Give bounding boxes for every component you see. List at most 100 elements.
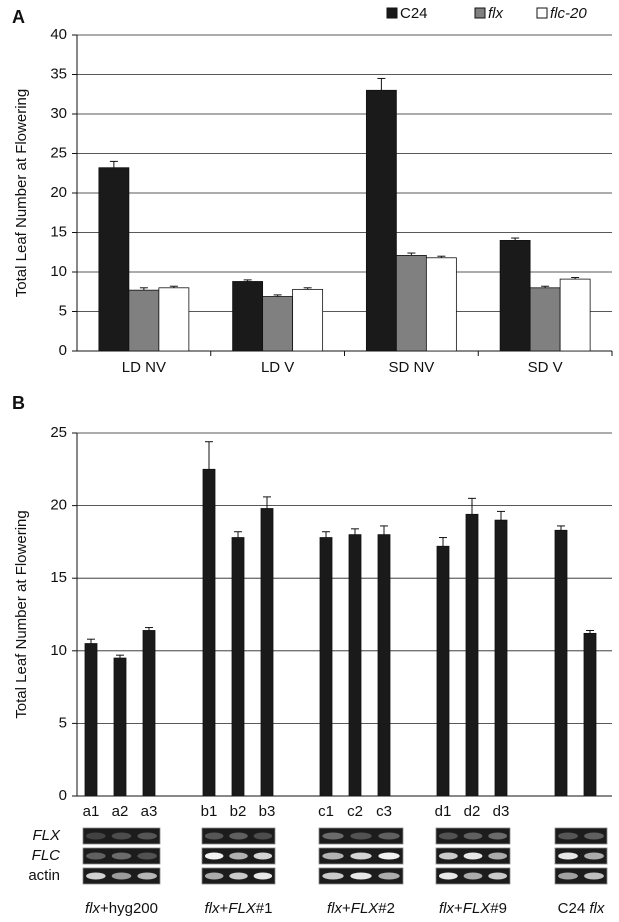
x-tick-label: a3 [141, 803, 158, 820]
x-tick-label: c3 [376, 803, 392, 820]
gel-band [488, 833, 507, 840]
bar [560, 279, 590, 351]
y-axis-label: Total Leaf Number at Flowering [13, 510, 30, 718]
bar [114, 658, 126, 796]
bar [437, 546, 449, 796]
bar [366, 90, 396, 351]
gel-band [86, 833, 106, 840]
gel-band [350, 853, 371, 860]
bar [555, 530, 567, 796]
group-label-part: + [342, 900, 351, 917]
gel-band [378, 833, 399, 840]
gel-band [205, 833, 223, 840]
gel-band [439, 873, 458, 880]
bar [320, 538, 332, 796]
group-label-part: flx [327, 900, 343, 917]
x-tick-label: SD NV [388, 359, 434, 376]
bar [263, 296, 293, 351]
bar [349, 535, 361, 796]
gel-band [112, 873, 132, 880]
legend-swatch [537, 8, 547, 18]
x-tick-label: a1 [83, 803, 100, 820]
bar [129, 290, 159, 351]
bar [293, 289, 323, 351]
gel-band [322, 833, 343, 840]
y-tick-label: 40 [50, 26, 67, 43]
gel-band [488, 853, 507, 860]
x-tick-label: LD V [261, 359, 294, 376]
gel-band [254, 833, 272, 840]
group-label-part: FLX [351, 900, 380, 917]
y-tick-label: 20 [50, 184, 67, 201]
gel-band [558, 833, 578, 840]
gel-band [205, 853, 223, 860]
group-label-part: + [454, 900, 463, 917]
gel-band [254, 853, 272, 860]
group-label: flx+FLX#2 [327, 900, 395, 917]
group-label-part: +hyg200 [100, 900, 158, 917]
y-axis-label: Total Leaf Number at Flowering [13, 89, 30, 297]
gel-band [558, 853, 578, 860]
gel-row-label: FLX [32, 827, 61, 844]
x-tick-label: SD V [528, 359, 563, 376]
gel-band [229, 853, 247, 860]
gel-band [112, 833, 132, 840]
group-label-part: FLX [228, 900, 257, 917]
x-tick-label: b1 [201, 803, 218, 820]
group-label: flx+FLX#1 [205, 900, 273, 917]
gel-band [584, 873, 604, 880]
x-tick-label: b2 [230, 803, 247, 820]
bar [203, 469, 215, 796]
gel-band [439, 853, 458, 860]
x-tick-label: b3 [259, 803, 276, 820]
y-tick-label: 15 [50, 569, 67, 586]
y-tick-label: 15 [50, 223, 67, 240]
bar [99, 168, 129, 351]
y-tick-label: 10 [50, 642, 67, 659]
group-label-part: flx [205, 900, 221, 917]
gel-band [488, 873, 507, 880]
bar [495, 520, 507, 796]
legend-swatch [475, 8, 485, 18]
gel-band [229, 873, 247, 880]
legend-label: flc-20 [550, 5, 587, 22]
bar [584, 633, 596, 796]
bar [232, 538, 244, 796]
gel-row-label: actin [28, 867, 60, 884]
gel-band [205, 873, 223, 880]
gel-band [378, 873, 399, 880]
x-tick-label: a2 [112, 803, 129, 820]
bar [143, 630, 155, 796]
bar [378, 535, 390, 796]
gel-band [378, 853, 399, 860]
gel-band [350, 873, 371, 880]
x-tick-label: d1 [435, 803, 452, 820]
y-tick-label: 30 [50, 105, 67, 122]
y-tick-label: 5 [59, 714, 67, 731]
panel-label: A [12, 7, 25, 27]
gel-band [86, 853, 106, 860]
bar [233, 281, 263, 351]
group-label-part: #2 [378, 900, 395, 917]
gel-row-label: FLC [32, 847, 61, 864]
bar [530, 288, 560, 351]
bar [396, 255, 426, 351]
x-tick-label: d3 [493, 803, 510, 820]
y-tick-label: 25 [50, 424, 67, 441]
gel-band [86, 873, 106, 880]
bar [500, 240, 530, 351]
page: ATotal Leaf Number at Flowering051015202… [0, 0, 619, 922]
group-label-part: + [220, 900, 229, 917]
bar [261, 509, 273, 796]
gel-band [137, 853, 157, 860]
bar [159, 288, 189, 351]
x-tick-label: c1 [318, 803, 334, 820]
group-label-part: flx [439, 900, 455, 917]
legend-label: flx [488, 5, 504, 22]
gel-band [137, 833, 157, 840]
y-tick-label: 5 [59, 302, 67, 319]
gel-band [584, 853, 604, 860]
x-tick-label: c2 [347, 803, 363, 820]
gel-band [322, 853, 343, 860]
group-label-part: FLX [463, 900, 492, 917]
